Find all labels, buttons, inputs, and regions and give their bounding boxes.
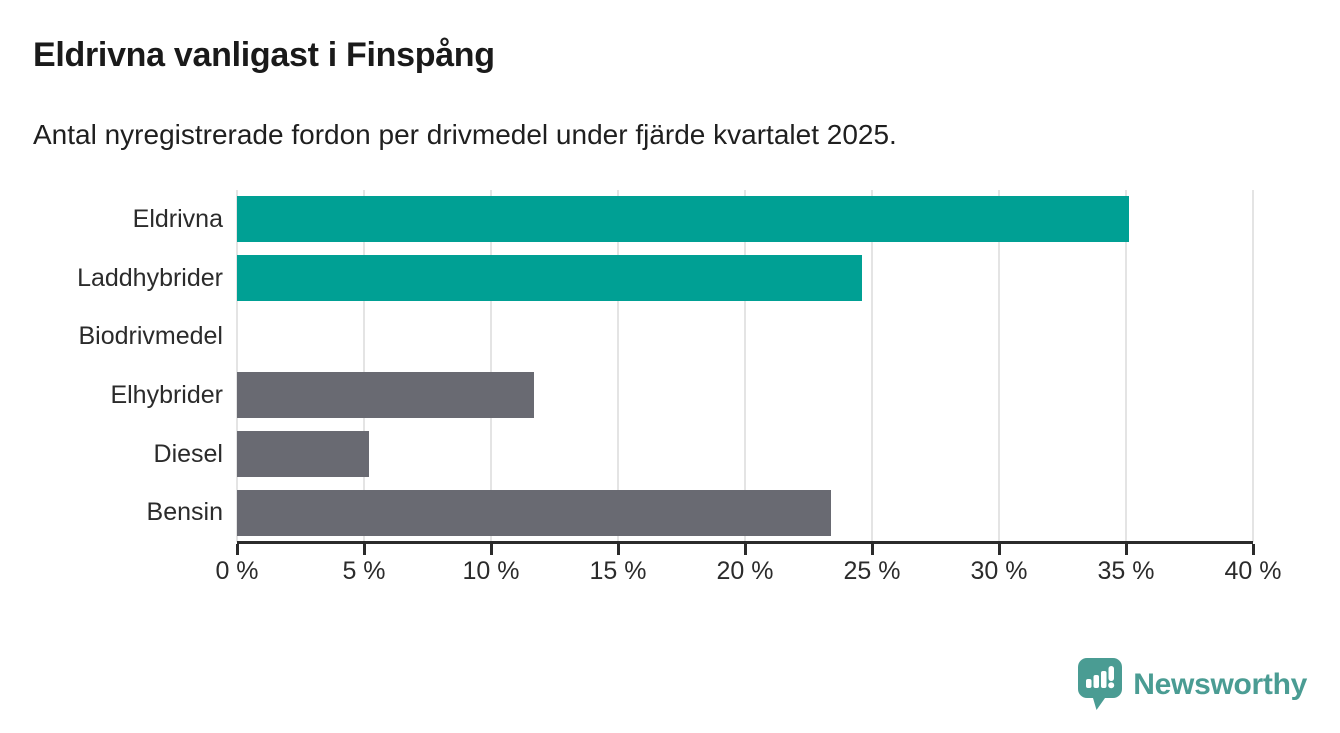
bar-eldrivna [237, 196, 1129, 243]
bar-diesel [237, 431, 370, 478]
x-axis-tick-label: 10 % [462, 557, 520, 585]
y-axis-label: Bensin [146, 498, 223, 527]
bar-rows [237, 190, 1253, 542]
bar-row [237, 307, 1253, 366]
x-axis-tick-label: 35 % [1097, 557, 1155, 585]
x-axis-tick [616, 544, 620, 555]
bar-laddhybrider [237, 255, 862, 301]
x-axis-line [237, 541, 1253, 544]
bar-row [237, 190, 1253, 249]
x-axis-tick [362, 544, 366, 555]
gridlines [236, 190, 1254, 542]
bar-row [237, 249, 1253, 308]
x-axis-tick-label: 40 % [1224, 557, 1282, 585]
x-axis-tick-label: 30 % [970, 557, 1028, 585]
bar-row [237, 483, 1253, 542]
x-axis-tick-label: 0 % [215, 557, 259, 585]
y-axis-label: Eldrivna [132, 204, 223, 233]
y-axis-label: Elhybrider [110, 380, 223, 409]
x-axis-tick [489, 544, 493, 555]
newsworthy-logo: Newsworthy [1078, 658, 1307, 711]
gridline [1252, 190, 1254, 542]
chart-subtitle: Antal nyregistrerade fordon per drivmede… [33, 119, 897, 150]
y-axis-label: Diesel [153, 439, 223, 468]
bar-row [237, 366, 1253, 425]
bar-row [237, 425, 1253, 484]
y-axis-labels: Eldrivna Laddhybrider Biodrivmedel Elhybrid… [33, 190, 223, 542]
y-axis-label: Laddhybrider [77, 263, 223, 292]
x-axis-tick-label: 20 % [716, 557, 774, 585]
bar-elhybrider [237, 372, 535, 419]
gridline [744, 190, 746, 542]
x-axis-ticks: 0 % 5 % 10 % 15 % 20 % 25 % 30 % 35 % 40 % [215, 544, 1281, 594]
gridline [236, 190, 238, 542]
plot-area [236, 190, 1254, 542]
x-axis-tick [1124, 544, 1128, 555]
x-axis-tick [1251, 544, 1255, 555]
bar-bensin [237, 489, 832, 536]
gridline [998, 190, 1000, 542]
x-axis-tick [997, 544, 1001, 555]
gridline [871, 190, 873, 542]
x-axis-tick [235, 544, 239, 555]
y-axis-label: Biodrivmedel [78, 322, 223, 351]
gridline [490, 190, 492, 542]
gridline [363, 190, 365, 542]
gridline [617, 190, 619, 542]
x-axis-tick [743, 544, 747, 555]
x-axis-tick-label: 15 % [589, 557, 647, 585]
gridline [1125, 190, 1127, 542]
chart-title: Eldrivna vanligast i Finspång [33, 36, 495, 74]
x-axis-tick [870, 544, 874, 555]
newsworthy-logo-text: Newsworthy [1133, 667, 1307, 701]
x-axis-tick-label: 25 % [843, 557, 901, 585]
newsworthy-logo-icon [1078, 658, 1123, 710]
x-axis-tick-label: 5 % [342, 557, 386, 585]
